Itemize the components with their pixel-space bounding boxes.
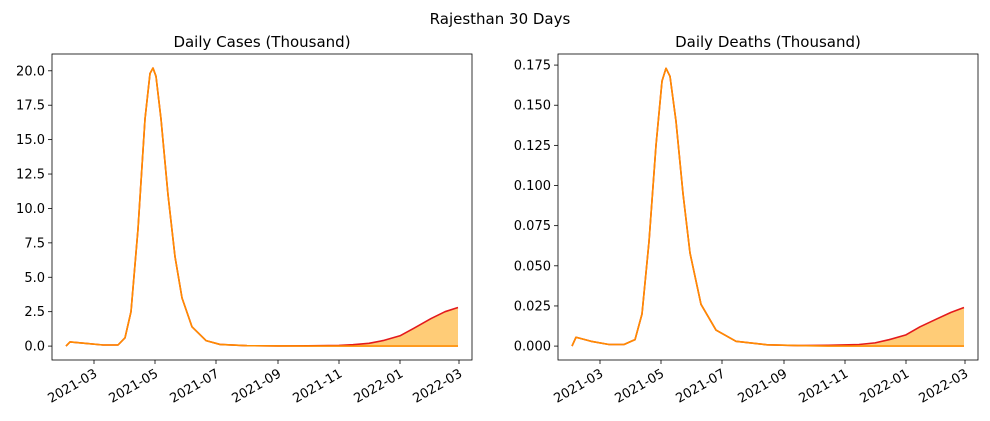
cases-y-tick-label: 2.5 <box>24 305 45 320</box>
deaths-y-tick-label: 0.175 <box>514 59 551 74</box>
deaths-y-tick-label: 0.025 <box>514 299 551 314</box>
deaths-chart: Daily Deaths (Thousand) 0.000 0.025 0.050 0… <box>514 33 979 407</box>
cases-chart-title: Daily Cases (Thousand) <box>173 33 350 51</box>
cases-y-tick-label: 0.0 <box>24 340 45 355</box>
deaths-y-tick-label: 0.075 <box>514 219 551 234</box>
cases-y-tick-label: 10.0 <box>16 202 45 217</box>
deaths-base-line <box>571 67 964 347</box>
cases-x-tick-label: 2021-11 <box>290 366 345 406</box>
deaths-x-tick-label: 2022-01 <box>857 366 912 406</box>
deaths-forecast-line <box>571 67 965 347</box>
deaths-fill-area <box>572 68 964 347</box>
cases-y-tick-label: 15.0 <box>16 133 45 148</box>
deaths-y-tick-label: 0.150 <box>514 99 551 114</box>
cases-fill-area <box>66 68 458 347</box>
cases-forecast-line <box>65 67 459 347</box>
deaths-x-tick-label: 2021-03 <box>551 366 606 406</box>
cases-base-line <box>65 67 458 347</box>
cases-x-tick-label: 2022-01 <box>351 366 406 406</box>
cases-y-tick-label: 5.0 <box>24 271 45 286</box>
deaths-chart-title: Daily Deaths (Thousand) <box>675 33 861 51</box>
deaths-y-tick-label: 0.050 <box>514 259 551 274</box>
cases-x-tick-label: 2021-07 <box>167 366 222 406</box>
cases-axes-frame <box>51 53 473 361</box>
deaths-x-tick-label: 2021-09 <box>735 366 790 406</box>
cases-x-tick-label: 2021-09 <box>229 366 284 406</box>
cases-x-tick-label: 2021-05 <box>106 366 161 406</box>
cases-y-tick-label: 7.5 <box>24 236 45 251</box>
cases-y-tick-label: 20.0 <box>16 64 45 79</box>
deaths-y-tick-label: 0.000 <box>514 340 551 355</box>
cases-chart: Daily Cases (Thousand) 0.0 2.5 5.0 7.5 10.0 1… <box>16 33 473 407</box>
cases-y-tick-label: 12.5 <box>16 168 45 183</box>
cases-x-tick-label: 2022-03 <box>410 366 465 406</box>
deaths-x-tick-label: 2022-03 <box>916 366 971 406</box>
figure-title: Rajesthan 30 Days <box>430 10 571 28</box>
deaths-x-tick-label: 2021-07 <box>673 366 728 406</box>
cases-x-tick-label: 2021-03 <box>45 366 100 406</box>
deaths-x-tick-label: 2021-05 <box>612 366 667 406</box>
cases-y-tick-label: 17.5 <box>16 99 45 114</box>
deaths-y-tick-label: 0.125 <box>514 139 551 154</box>
deaths-y-tick-label: 0.100 <box>514 179 551 194</box>
deaths-x-tick-label: 2021-11 <box>796 366 851 406</box>
deaths-axes-frame <box>557 53 979 361</box>
